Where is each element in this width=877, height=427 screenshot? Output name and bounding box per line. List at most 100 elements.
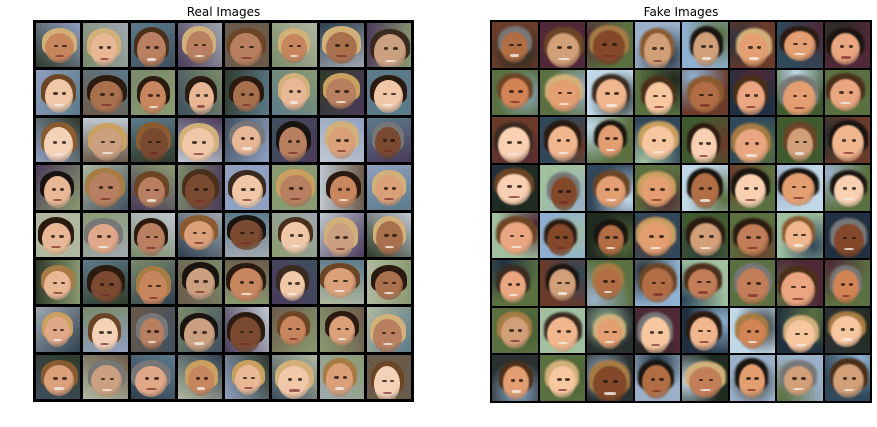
fake-face-thumbnail (729, 117, 775, 163)
fake-face-thumbnail (587, 355, 633, 401)
fake-face-thumbnail (587, 22, 633, 68)
real-face-thumbnail (366, 165, 411, 210)
real-face-thumbnail (177, 307, 222, 352)
fake-face-thumbnail (682, 117, 728, 163)
fake-face-thumbnail (539, 260, 585, 306)
fake-images-title: Fake Images (643, 5, 719, 19)
fake-face-thumbnail (539, 164, 585, 211)
real-face-thumbnail (272, 23, 317, 68)
real-face-thumbnail (272, 165, 317, 210)
real-face-thumbnail (272, 70, 317, 115)
fake-face-thumbnail (729, 69, 775, 116)
fake-face-thumbnail (824, 164, 870, 211)
fake-face-thumbnail (729, 164, 775, 211)
fake-face-thumbnail (777, 307, 823, 354)
real-face-thumbnail (36, 70, 81, 115)
real-face-thumbnail (319, 354, 364, 399)
real-face-thumbnail (272, 117, 317, 163)
fake-face-thumbnail (634, 355, 680, 401)
real-face-thumbnail (366, 307, 411, 352)
real-face-thumbnail (130, 354, 175, 399)
fake-face-thumbnail (777, 22, 823, 68)
real-face-thumbnail (319, 70, 364, 115)
real-face-thumbnail (130, 23, 175, 68)
fake-face-thumbnail (587, 164, 633, 211)
real-face-thumbnail (366, 212, 411, 257)
fake-face-thumbnail (777, 212, 823, 259)
real-face-thumbnail (272, 354, 317, 399)
real-face-thumbnail (319, 23, 364, 68)
fake-face-thumbnail (729, 22, 775, 68)
real-face-thumbnail (177, 354, 222, 399)
real-face-thumbnail (225, 307, 270, 352)
real-face-thumbnail (83, 307, 128, 352)
real-face-thumbnail (177, 212, 222, 257)
fake-face-thumbnail (492, 22, 538, 68)
real-face-thumbnail (177, 23, 222, 68)
real-face-thumbnail (225, 212, 270, 257)
fake-face-thumbnail (777, 69, 823, 116)
fake-face-thumbnail (587, 307, 633, 354)
fake-face-thumbnail (587, 69, 633, 116)
real-face-thumbnail (319, 165, 364, 210)
fake-face-thumbnail (492, 164, 538, 211)
fake-face-thumbnail (539, 22, 585, 68)
real-face-thumbnail (319, 307, 364, 352)
fake-face-thumbnail (824, 212, 870, 259)
fake-face-thumbnail (824, 355, 870, 401)
real-face-thumbnail (83, 70, 128, 115)
real-face-thumbnail (225, 259, 270, 305)
real-images-grid (33, 20, 414, 402)
fake-face-thumbnail (492, 307, 538, 354)
fake-face-thumbnail (634, 307, 680, 354)
real-face-thumbnail (319, 212, 364, 257)
fake-face-thumbnail (492, 260, 538, 306)
fake-face-thumbnail (729, 307, 775, 354)
fake-face-thumbnail (824, 260, 870, 306)
real-face-thumbnail (36, 117, 81, 163)
real-face-thumbnail (130, 307, 175, 352)
real-face-thumbnail (366, 23, 411, 68)
fake-face-thumbnail (729, 212, 775, 259)
fake-face-thumbnail (634, 22, 680, 68)
real-face-thumbnail (130, 70, 175, 115)
real-face-thumbnail (36, 165, 81, 210)
real-face-thumbnail (36, 307, 81, 352)
fake-face-thumbnail (634, 117, 680, 163)
real-face-thumbnail (36, 23, 81, 68)
real-images-panel: Real Images (33, 5, 414, 402)
fake-face-thumbnail (729, 260, 775, 306)
real-face-thumbnail (83, 23, 128, 68)
fake-face-thumbnail (539, 355, 585, 401)
real-face-thumbnail (177, 165, 222, 210)
fake-face-thumbnail (492, 117, 538, 163)
fake-face-thumbnail (634, 260, 680, 306)
real-face-thumbnail (225, 165, 270, 210)
real-face-thumbnail (177, 117, 222, 163)
real-face-thumbnail (225, 354, 270, 399)
fake-face-thumbnail (777, 164, 823, 211)
real-face-thumbnail (36, 259, 81, 305)
real-face-thumbnail (366, 117, 411, 163)
real-face-thumbnail (225, 23, 270, 68)
real-face-thumbnail (36, 212, 81, 257)
fake-face-thumbnail (682, 355, 728, 401)
fake-face-thumbnail (777, 260, 823, 306)
fake-face-thumbnail (824, 117, 870, 163)
fake-face-thumbnail (634, 164, 680, 211)
fake-face-thumbnail (824, 307, 870, 354)
fake-face-thumbnail (777, 117, 823, 163)
real-face-thumbnail (83, 259, 128, 305)
real-face-thumbnail (272, 259, 317, 305)
fake-face-thumbnail (634, 212, 680, 259)
real-face-thumbnail (130, 165, 175, 210)
fake-face-thumbnail (587, 260, 633, 306)
fake-face-thumbnail (682, 307, 728, 354)
real-face-thumbnail (225, 117, 270, 163)
fake-face-thumbnail (682, 22, 728, 68)
real-face-thumbnail (366, 354, 411, 399)
fake-face-thumbnail (492, 212, 538, 259)
fake-face-thumbnail (539, 117, 585, 163)
fake-face-thumbnail (682, 69, 728, 116)
fake-face-thumbnail (824, 22, 870, 68)
